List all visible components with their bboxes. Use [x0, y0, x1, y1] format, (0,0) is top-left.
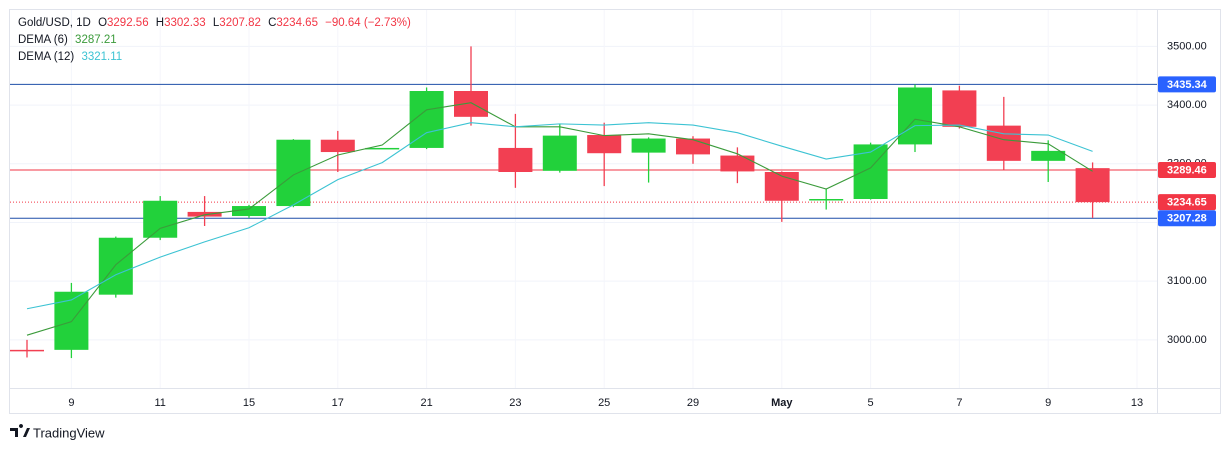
indicator-line — [26, 102, 1093, 336]
x-tick-label: 5 — [868, 397, 874, 409]
candle-body — [587, 135, 622, 154]
candle-body — [898, 87, 932, 145]
ohlc-value: 3207.82 — [219, 17, 261, 29]
x-tick-label: 17 — [332, 397, 344, 409]
price-label-bg — [1158, 194, 1216, 211]
brand-logo — [10, 424, 30, 437]
price-label: 3234.65 — [1167, 197, 1207, 209]
ohlc-label: L — [212, 17, 220, 29]
x-tick-label: 7 — [956, 397, 962, 409]
indicator-legend: DEMA (6) 3287.21 — [18, 34, 121, 46]
candle-body — [542, 135, 577, 171]
ohlc-value: 3302.33 — [164, 17, 206, 29]
candle-body — [454, 91, 488, 117]
change: −90.64 (−2.73%) — [325, 17, 411, 29]
price-label: 3207.28 — [1167, 213, 1207, 225]
candle-body — [320, 139, 355, 153]
candle-body — [1031, 150, 1066, 161]
x-tick-label: 9 — [68, 397, 74, 409]
indicator-name: DEMA (6) — [18, 34, 68, 46]
candle-body — [10, 349, 44, 352]
x-tick-label: 9 — [1045, 397, 1051, 409]
y-tick-label: 3500.00 — [1167, 40, 1207, 52]
ohlc-label: H — [155, 17, 165, 29]
price-label-bg — [1158, 76, 1216, 93]
x-tick-label: 15 — [243, 397, 255, 409]
candle-body — [676, 138, 710, 155]
price-label: 3435.34 — [1167, 79, 1208, 91]
y-tick-label: 3100.00 — [1167, 275, 1207, 287]
candle-body — [365, 147, 400, 150]
y-tick-label: 3400.00 — [1167, 99, 1207, 111]
x-tick-label: 25 — [598, 397, 610, 409]
candle-body — [98, 237, 133, 295]
symbol-legend: Gold/USD, 1D O3292.56 H3302.33 L3207.82 … — [18, 17, 415, 29]
candle-body — [853, 144, 888, 199]
candle-body — [498, 147, 533, 172]
ohlc-label: O — [98, 17, 108, 29]
indicator-value: 3321.11 — [81, 51, 123, 63]
candle-body — [631, 138, 666, 153]
indicator-value: 3287.21 — [75, 34, 117, 46]
x-tick-label: 23 — [509, 397, 521, 409]
indicator-line — [26, 122, 1093, 310]
indicator-name: DEMA (12) — [18, 51, 75, 63]
candle-body — [986, 125, 1021, 161]
x-tick-label: 21 — [420, 397, 432, 409]
chart-frame — [9, 9, 1221, 414]
candle-body — [1075, 168, 1110, 203]
x-tick-label: 11 — [154, 397, 165, 409]
ohlc-value: 3292.56 — [107, 17, 149, 29]
candle-body — [276, 139, 311, 207]
candle-body — [764, 172, 799, 201]
candle-body — [187, 211, 222, 217]
candle-body — [942, 90, 977, 127]
price-label-bg — [1158, 210, 1216, 227]
candle-body — [720, 155, 755, 172]
price-label: 3289.46 — [1167, 164, 1207, 176]
candle-body — [809, 199, 844, 201]
ohlc-value: 3234.65 — [276, 17, 318, 29]
x-tick-label: 29 — [687, 397, 699, 409]
x-tick-label: 13 — [1131, 397, 1143, 409]
indicator-legend: DEMA (12) 3321.11 — [18, 51, 126, 63]
x-tick-label: May — [771, 397, 793, 409]
price-label-bg — [1158, 161, 1216, 178]
brand: TradingView — [33, 425, 105, 440]
y-tick-label: 3000.00 — [1167, 334, 1207, 346]
candle-body — [143, 200, 178, 238]
candle-body — [232, 206, 266, 217]
ohlc-label: C — [268, 17, 277, 29]
symbol-title: Gold/USD, 1D — [18, 17, 91, 29]
